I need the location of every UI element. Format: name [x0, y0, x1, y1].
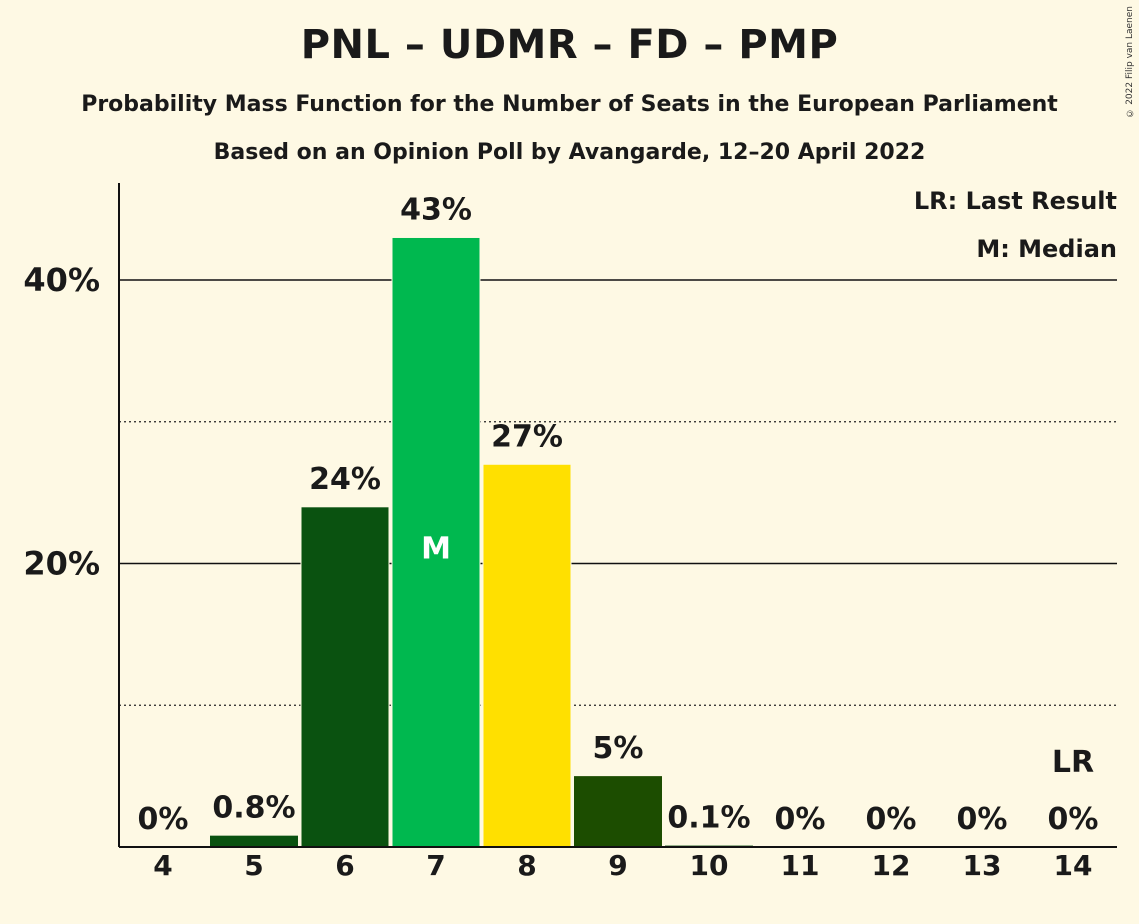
x-tick-label-11: 11: [781, 849, 820, 882]
x-tick-label-9: 9: [608, 849, 627, 882]
bar-labels: 0% 4 0.8% 5 24% 6 43% 7 M 27% 8 5% 9 0.1% 10 0% 11 0% 12 0%…: [138, 192, 1099, 882]
axes: [118, 183, 1117, 848]
data-label-5: 0.8%: [212, 791, 295, 826]
x-tick-label-6: 6: [335, 849, 354, 882]
median-marker: M: [421, 532, 451, 567]
data-label-12: 0%: [866, 802, 917, 837]
data-label-8: 27%: [491, 419, 563, 454]
x-tick-label-7: 7: [426, 849, 445, 882]
bar-5: [210, 835, 298, 847]
data-label-4: 0%: [138, 802, 189, 837]
bar-9: [574, 776, 662, 847]
bar-7: [391, 236, 481, 848]
x-tick-label-4: 4: [153, 849, 172, 882]
x-tick-label-10: 10: [690, 849, 729, 882]
x-tick-label-12: 12: [872, 849, 911, 882]
legend: LR: Last Result M: Median: [914, 187, 1117, 263]
x-tick-label-13: 13: [963, 849, 1002, 882]
x-tick-label-5: 5: [244, 849, 263, 882]
data-label-6: 24%: [309, 462, 381, 497]
bar-6: [300, 506, 390, 848]
last-result-marker: LR: [1052, 745, 1094, 780]
y-tick-label: 40%: [23, 261, 100, 299]
gridlines: 20% 40%: [23, 261, 1117, 706]
legend-median: M: Median: [976, 235, 1117, 263]
data-label-14: 0%: [1048, 802, 1099, 837]
bar-8: [482, 463, 572, 848]
data-label-9: 5%: [593, 731, 644, 766]
chart-subtitle: Probability Mass Function for the Number…: [81, 92, 1058, 117]
data-label-11: 0%: [775, 802, 826, 837]
bars: [210, 236, 753, 848]
chart-title: PNL – UDMR – FD – PMP: [300, 22, 839, 68]
y-tick-label: 20%: [23, 545, 100, 583]
x-tick-label-8: 8: [517, 849, 536, 882]
data-label-13: 0%: [957, 802, 1008, 837]
legend-last-result: LR: Last Result: [914, 187, 1117, 215]
data-label-7: 43%: [400, 192, 472, 227]
data-label-10: 0.1%: [667, 801, 750, 836]
chart-subtitle-source: Based on an Opinion Poll by Avangarde, 1…: [213, 140, 926, 165]
x-tick-label-14: 14: [1054, 849, 1093, 882]
